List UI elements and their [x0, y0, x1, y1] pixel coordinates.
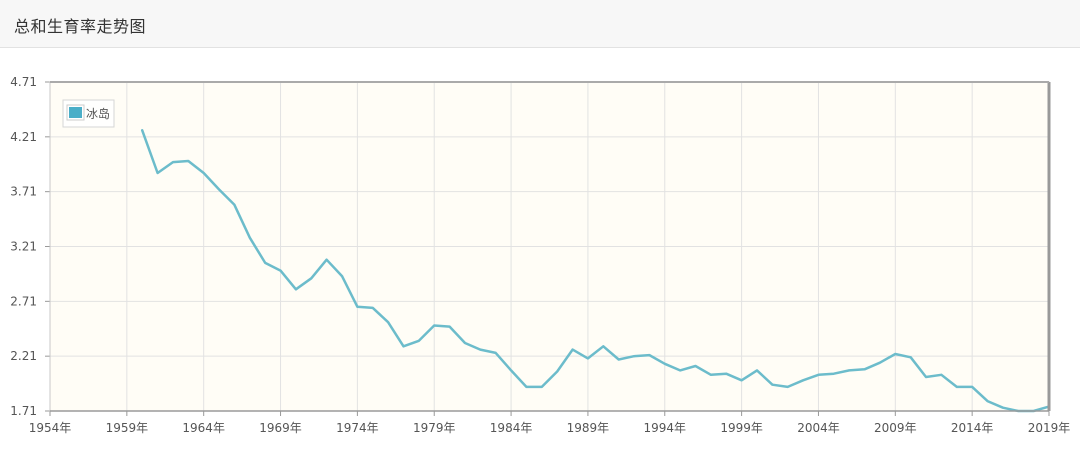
y-tick-label: 4.21: [10, 130, 37, 144]
legend[interactable]: 冰岛: [62, 99, 115, 128]
tfr-line-chart: 1954年 1959年 1964年 1969年 1974年 1979年 1984年 1989年…: [10, 75, 1071, 435]
data-point[interactable]: [569, 346, 577, 354]
y-tick-label: 2.21: [10, 349, 37, 363]
data-point[interactable]: [984, 397, 992, 405]
data-point[interactable]: [891, 350, 899, 358]
chart-panel-title: 总和生育率走势图: [14, 17, 147, 36]
data-point[interactable]: [661, 360, 669, 368]
y-tick-label: 3.21: [10, 240, 37, 254]
data-point[interactable]: [799, 376, 807, 384]
data-point[interactable]: [338, 272, 346, 280]
data-point[interactable]: [476, 346, 484, 354]
series-layer: [138, 126, 1051, 413]
y-tick-label: 4.71: [10, 75, 37, 89]
data-point[interactable]: [200, 169, 208, 177]
data-point[interactable]: [307, 274, 315, 282]
x-tick-label: 2019年: [1028, 421, 1071, 435]
data-point[interactable]: [461, 339, 469, 347]
data-point[interactable]: [692, 362, 700, 370]
data-point[interactable]: [922, 373, 930, 381]
data-point[interactable]: [384, 318, 392, 326]
data-point[interactable]: [353, 303, 361, 311]
data-point[interactable]: [323, 256, 331, 264]
data-point[interactable]: [814, 371, 822, 379]
x-tick-label: 1984年: [490, 421, 533, 435]
x-tick-label: 1989年: [567, 421, 610, 435]
legend-swatch: [69, 107, 82, 118]
data-point[interactable]: [215, 185, 223, 193]
data-point[interactable]: [845, 366, 853, 374]
data-point[interactable]: [538, 383, 546, 391]
x-tick-label: 1964年: [182, 421, 225, 435]
data-point[interactable]: [584, 354, 592, 362]
data-point[interactable]: [369, 304, 377, 312]
data-point[interactable]: [630, 352, 638, 360]
series-line[interactable]: [140, 129, 1051, 413]
data-point[interactable]: [707, 371, 715, 379]
data-point[interactable]: [784, 383, 792, 391]
data-point[interactable]: [876, 359, 884, 367]
data-point[interactable]: [446, 323, 454, 331]
x-tick-label: 1959年: [106, 421, 149, 435]
data-point[interactable]: [415, 337, 423, 345]
data-point[interactable]: [645, 351, 653, 359]
chart-header: 总和生育率走势图: [0, 0, 1080, 48]
data-point[interactable]: [861, 365, 869, 373]
data-point[interactable]: [968, 383, 976, 391]
data-point[interactable]: [753, 366, 761, 374]
data-point[interactable]: [937, 371, 945, 379]
y-tick-label: 3.71: [10, 185, 37, 199]
data-point[interactable]: [261, 259, 269, 267]
data-point[interactable]: [399, 342, 407, 350]
data-point[interactable]: [676, 366, 684, 374]
data-point[interactable]: [768, 381, 776, 389]
y-tick-label: 2.71: [10, 294, 37, 308]
x-axis-ticks: 1954年 1959年 1964年 1969年 1974年 1979年 1984年 1989年…: [29, 411, 1071, 435]
x-tick-label: 2014年: [951, 421, 994, 435]
y-axis-ticks: 1.71 2.21 2.71 3.21 3.71 4.21 4.71: [10, 75, 50, 418]
x-tick-label: 1969年: [259, 421, 302, 435]
data-point[interactable]: [738, 376, 746, 384]
data-point[interactable]: [953, 383, 961, 391]
data-point[interactable]: [292, 285, 300, 293]
data-point[interactable]: [138, 126, 146, 134]
data-point[interactable]: [599, 342, 607, 350]
data-point[interactable]: [169, 158, 177, 166]
data-point[interactable]: [430, 321, 438, 329]
data-point[interactable]: [246, 234, 254, 242]
data-point[interactable]: [492, 349, 500, 357]
data-point[interactable]: [184, 157, 192, 165]
plot-frame: [49, 81, 1051, 412]
data-point[interactable]: [907, 353, 915, 361]
x-tick-label: 1979年: [413, 421, 456, 435]
data-point[interactable]: [230, 201, 238, 209]
data-point[interactable]: [507, 366, 515, 374]
x-tick-label: 1974年: [336, 421, 379, 435]
x-tick-label: 2009年: [874, 421, 917, 435]
x-tick-label: 1994年: [643, 421, 686, 435]
data-point[interactable]: [154, 169, 162, 177]
y-tick-label: 1.71: [10, 404, 37, 418]
x-tick-label: 1954年: [29, 421, 72, 435]
x-tick-label: 1999年: [720, 421, 763, 435]
data-point[interactable]: [722, 370, 730, 378]
data-point[interactable]: [553, 368, 561, 376]
data-point[interactable]: [277, 267, 285, 275]
data-point[interactable]: [522, 383, 530, 391]
x-tick-label: 2004年: [797, 421, 840, 435]
data-point[interactable]: [830, 370, 838, 378]
data-point[interactable]: [615, 355, 623, 363]
legend-label: 冰岛: [86, 106, 110, 121]
